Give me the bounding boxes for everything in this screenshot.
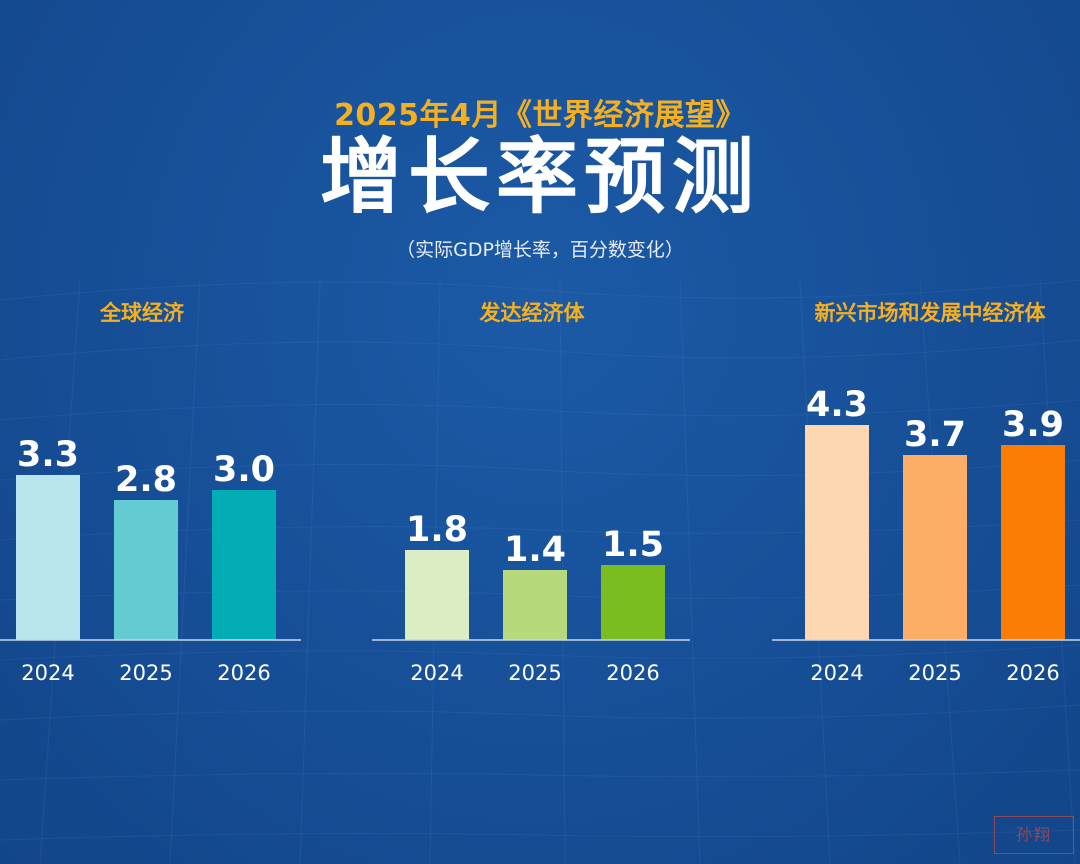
bar-2025	[503, 570, 567, 640]
bar-2026	[1001, 445, 1065, 640]
data-label: 3.3	[17, 435, 79, 475]
tick-label: 2026	[217, 661, 270, 685]
bar-2024	[805, 425, 869, 640]
tick-label: 2024	[810, 661, 863, 685]
data-label: 3.9	[1002, 405, 1064, 445]
data-label: 1.8	[406, 510, 468, 550]
tick-label: 2026	[606, 661, 659, 685]
bar-2025	[114, 500, 178, 640]
tick-label: 2025	[908, 661, 961, 685]
tick-label: 2024	[21, 661, 74, 685]
tick-label: 2025	[508, 661, 561, 685]
seal-stamp: 孙翔	[994, 816, 1074, 854]
bar-2025	[903, 455, 967, 640]
tick-label: 2026	[1006, 661, 1059, 685]
chart-panel-1: 全球经济 3.3 2024 2.8 2025 3.0 2026	[0, 301, 301, 685]
data-label: 2.8	[115, 460, 177, 500]
data-label: 3.7	[904, 415, 966, 455]
bar-2024	[16, 475, 80, 640]
bar-2026	[212, 490, 276, 640]
data-label: 3.0	[213, 450, 275, 490]
data-label: 1.4	[504, 530, 566, 570]
chart-panel-2: 发达经济体 1.8 2024 1.4 2025 1.5 2026	[372, 301, 690, 685]
data-label: 4.3	[806, 385, 868, 425]
report-subtitle: 2025年4月《世界经济展望》	[334, 98, 746, 133]
chart-title: 发达经济体	[479, 301, 586, 325]
chart-title: 新兴市场和发展中经济体	[815, 301, 1047, 325]
chart-title: 全球经济	[99, 301, 185, 325]
data-label: 1.5	[602, 525, 664, 565]
bar-2024	[405, 550, 469, 640]
bar-2026	[601, 565, 665, 640]
page-title: 增长率预测	[319, 130, 760, 225]
chart-panel-3: 新兴市场和发展中经济体 4.3 2024 3.7 2025 3.9 2026	[772, 301, 1080, 685]
tick-label: 2025	[119, 661, 172, 685]
tick-label: 2024	[410, 661, 463, 685]
unit-note: （实际GDP增长率，百分数变化）	[396, 239, 684, 261]
